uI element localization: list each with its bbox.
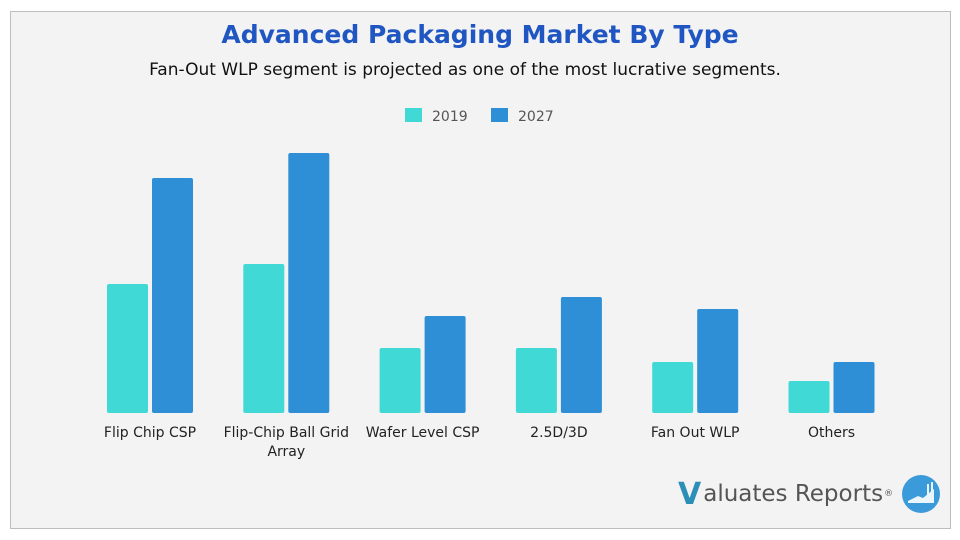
chart-globe-icon: [902, 475, 941, 513]
chart-title: Advanced Packaging Market By Type: [221, 20, 739, 49]
logo-v: V: [678, 476, 702, 512]
legend-swatch-2019[interactable]: [405, 108, 422, 122]
x-tick-label: Wafer Level CSP: [366, 425, 480, 441]
legend-label-2019[interactable]: 2019: [432, 109, 468, 125]
bar-2027-3: [560, 297, 602, 413]
chart-subtitle: Fan-Out WLP segment is projected as one …: [149, 60, 781, 80]
legend-label-2027[interactable]: 2027: [518, 109, 554, 125]
valuates-logo: V aluates Reports ®: [678, 472, 941, 516]
logo-registered: ®: [884, 489, 894, 499]
bar-2027-2: [424, 316, 466, 413]
x-tick-label: 2.5D/3D: [530, 425, 587, 441]
bar-2027-1: [288, 153, 330, 413]
bar-2027-5: [833, 362, 875, 413]
x-tick-label: Fan Out WLP: [651, 425, 740, 441]
x-tick-label: Flip-Chip Ball Grid Array: [224, 425, 349, 460]
bar-2019-4: [652, 362, 694, 413]
bar-2019-1: [243, 264, 285, 413]
bar-2019-3: [515, 348, 557, 413]
bar-2019-2: [379, 348, 421, 413]
bar-2027-4: [697, 309, 739, 413]
legend-swatch-2027[interactable]: [491, 108, 508, 122]
x-tick-label: Flip Chip CSP: [104, 425, 196, 441]
bar-2019-5: [788, 381, 830, 413]
bar-2027-0: [152, 178, 193, 413]
x-tick-label: Others: [808, 425, 855, 441]
bar-2019-0: [107, 284, 148, 413]
logo-text: aluates Reports: [703, 481, 884, 507]
